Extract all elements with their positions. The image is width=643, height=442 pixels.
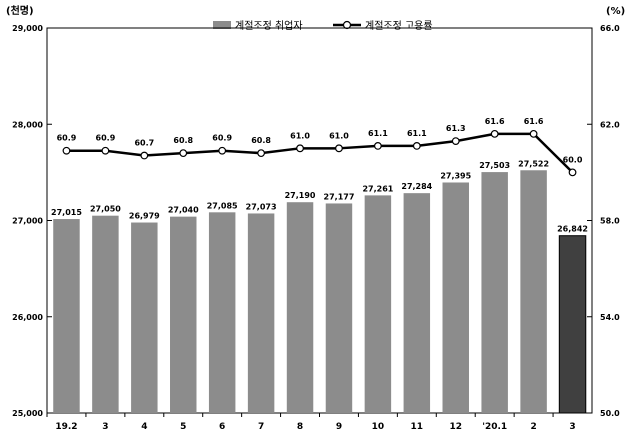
bar-value-label: 27,261 — [362, 184, 393, 193]
legend-line-label: 계절조정 고용률 — [365, 19, 433, 32]
x-axis-tick-label: 2 — [530, 422, 536, 432]
line-value-label: 61.1 — [407, 129, 427, 138]
bar-value-label: 26,979 — [129, 212, 160, 221]
x-axis-tick-label: 7 — [258, 422, 264, 432]
line-value-label: 60.9 — [96, 134, 116, 143]
bar-value-label: 27,522 — [518, 159, 549, 168]
bars — [53, 170, 587, 414]
line-value-label: 61.0 — [329, 131, 349, 140]
left-axis-tick-label: 26,000 — [12, 313, 43, 322]
bar — [325, 203, 353, 413]
x-axis-tick-label: 11 — [411, 422, 424, 432]
x-axis-tick-label: 9 — [336, 422, 342, 432]
line-value-label: 61.0 — [290, 131, 310, 140]
bar-value-label: 27,503 — [479, 161, 510, 170]
x-axis-tick-label: 8 — [297, 422, 303, 432]
line-labels: 60.9 60.9 60.7 60.8 60.9 60.8 61.0 61.0 61.1 61.1… — [57, 117, 583, 165]
legend: 계절조정 취업자 계절조정 고용률 — [213, 19, 433, 32]
x-axis-tick-label: 12 — [449, 422, 462, 432]
left-axis-tick-label: 27,000 — [12, 217, 43, 226]
right-axis-tick-label: 66.0 — [600, 24, 620, 33]
bar-value-label: 27,015 — [51, 208, 82, 217]
x-axis-tick-label: 3 — [569, 422, 575, 432]
line-value-label: 60.8 — [251, 136, 271, 145]
line-point — [257, 149, 266, 158]
bar — [286, 202, 314, 413]
bar-value-label: 27,050 — [90, 205, 121, 214]
line-point — [179, 149, 188, 158]
right-axis-tick-label: 58.0 — [600, 217, 620, 226]
bar — [520, 170, 547, 413]
line-value-label: 61.6 — [524, 117, 544, 126]
bar-value-label: 27,190 — [285, 191, 316, 200]
line-value-label: 60.0 — [563, 155, 583, 164]
right-axis-tick-label: 54.0 — [600, 313, 620, 322]
bar — [364, 195, 392, 413]
x-axis-tick-label: 19.2 — [55, 422, 77, 432]
line-value-label: 61.6 — [485, 117, 505, 126]
legend-bar-label: 계절조정 취업자 — [235, 19, 303, 32]
x-axis-tick-label: 4 — [141, 422, 147, 432]
bar — [442, 182, 469, 413]
x-axis-tick-label: 3 — [102, 422, 108, 432]
x-axis-tick-label: '20.1 — [482, 422, 507, 432]
line-value-label: 60.8 — [173, 136, 193, 145]
line-value-label: 60.9 — [212, 134, 232, 143]
right-axis-tick-label: 50.0 — [600, 409, 620, 418]
line-point — [529, 129, 538, 138]
left-axis-unit: (천명) — [6, 4, 34, 17]
line-point — [451, 137, 460, 145]
bar — [170, 216, 197, 413]
left-axis-tick-label: 25,000 — [12, 409, 43, 418]
line-value-label: 61.3 — [446, 124, 466, 133]
line-point — [412, 142, 421, 150]
line-point — [140, 151, 149, 160]
bar-value-label: 27,040 — [168, 206, 199, 215]
legend-bar-swatch — [213, 21, 231, 29]
bar-labels: 27,015 27,050 26,979 27,040 27,085 27,073 27,1… — [51, 159, 588, 233]
bar — [558, 235, 587, 414]
line-value-label: 61.1 — [368, 129, 388, 138]
right-axis-unit: (%) — [606, 6, 625, 17]
bar — [247, 213, 275, 413]
bar — [403, 193, 431, 413]
line-point — [218, 146, 227, 155]
line-point — [101, 146, 110, 155]
bar — [131, 222, 158, 413]
bar-value-label: 27,085 — [207, 201, 238, 210]
bar-value-label: 27,073 — [246, 202, 277, 211]
bar-value-label: 26,842 — [557, 225, 588, 234]
x-axis-tick-label: 6 — [219, 422, 225, 432]
x-ticks: 19.2 3 4 5 6 7 8 9 10 11 12 '20.1 2 3 — [46, 413, 576, 432]
line-point — [490, 129, 499, 138]
left-axis-tick-label: 29,000 — [12, 24, 43, 33]
legend-line-marker — [342, 20, 352, 30]
bar — [53, 219, 80, 413]
x-axis-tick-label: 10 — [372, 422, 385, 432]
line-point — [568, 168, 577, 177]
line-point — [373, 142, 382, 150]
line-point — [62, 146, 71, 155]
line-path — [66, 132, 574, 174]
line-point — [335, 144, 343, 153]
line-point — [296, 144, 304, 153]
bar-value-label: 27,284 — [401, 182, 432, 191]
bar — [92, 215, 119, 413]
x-axis-tick-label: 5 — [180, 422, 186, 432]
bar — [481, 172, 508, 413]
line-value-label: 60.7 — [134, 139, 154, 148]
bar-value-label: 27,177 — [324, 192, 355, 201]
line-value-label: 60.9 — [57, 134, 77, 143]
bar-value-label: 27,395 — [440, 171, 471, 180]
bar — [208, 212, 236, 413]
right-axis-tick-label: 62.0 — [600, 120, 620, 129]
line-series — [62, 129, 577, 177]
left-axis-tick-label: 28,000 — [12, 120, 43, 129]
